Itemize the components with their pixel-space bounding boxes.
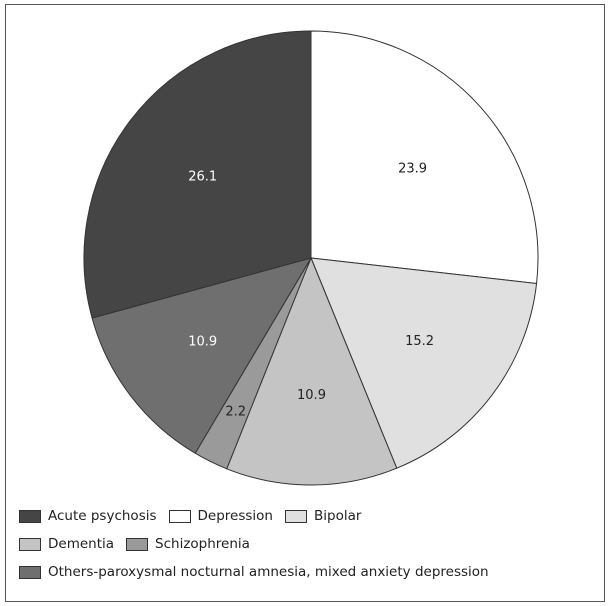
pie-slice-depression: [310, 30, 539, 285]
legend-item: Bipolar: [284, 508, 362, 524]
legend-label: Bipolar: [313, 508, 362, 524]
legend-row: Dementia Schizophrenia: [19, 534, 599, 554]
slice-value-label: 10.9: [297, 388, 326, 403]
pie-chart: 23.9 15.2 10.9 2.2 10.9 26.1: [83, 30, 539, 486]
legend-swatch: [19, 537, 41, 551]
legend-swatch: [284, 509, 307, 523]
legend-label: Others-paroxysmal nocturnal amnesia, mix…: [48, 564, 489, 580]
legend-swatch: [19, 565, 41, 579]
pie-slice-others-paroxysmal: [91, 257, 313, 454]
legend-item: Schizophrenia: [126, 536, 250, 552]
pie-slice-dementia: [226, 256, 398, 486]
legend-swatch: [126, 537, 149, 551]
legend-label: Schizophrenia: [155, 536, 250, 552]
legend-item: Acute psychosis: [19, 508, 157, 524]
pie-slice-acute-psychosis: [83, 30, 312, 319]
pie-slice-bipolar: [310, 257, 538, 469]
legend-label: Acute psychosis: [48, 508, 157, 524]
legend-item: Depression: [168, 508, 273, 524]
slice-value-label: 26.1: [188, 169, 217, 184]
legend-label: Depression: [197, 508, 273, 524]
legend-swatch: [19, 509, 41, 523]
slice-value-label: 23.9: [398, 161, 427, 176]
legend-row: Others-paroxysmal nocturnal amnesia, mix…: [19, 562, 599, 582]
legend-item: Dementia: [19, 536, 114, 552]
slice-value-label: 10.9: [188, 335, 217, 350]
legend-item: Others-paroxysmal nocturnal amnesia, mix…: [19, 564, 489, 580]
legend-row: Acute psychosis Depression Bipolar: [19, 506, 599, 526]
legend-swatch: [168, 509, 191, 523]
slice-value-label: 2.2: [225, 405, 246, 420]
slice-value-label: 15.2: [405, 334, 434, 349]
chart-legend: Acute psychosis Depression Bipolar Dementia…: [19, 506, 599, 590]
legend-label: Dementia: [48, 536, 115, 552]
